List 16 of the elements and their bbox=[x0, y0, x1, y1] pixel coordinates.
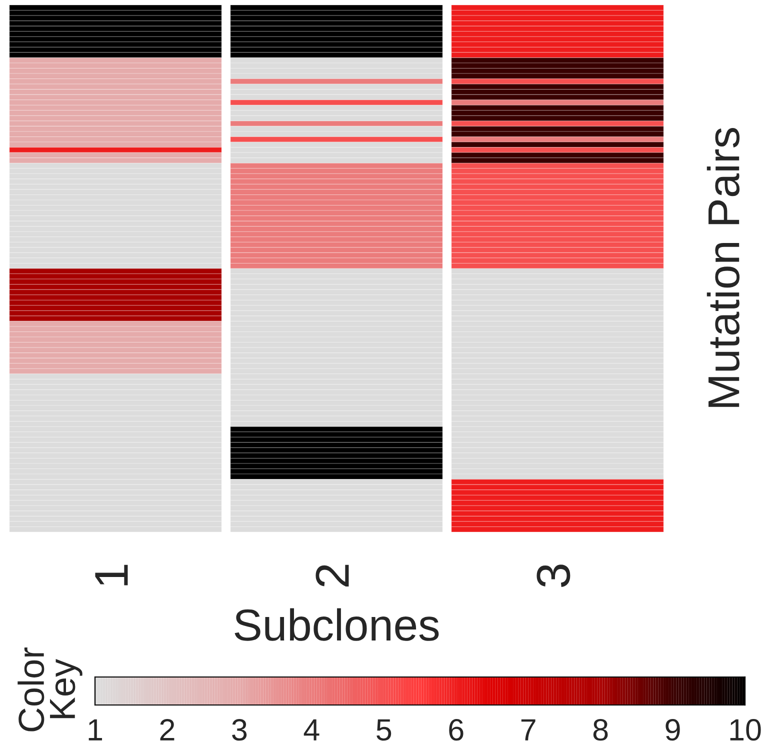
x-axis-title: Subclones bbox=[234, 608, 439, 641]
x-tick-label: 3 bbox=[536, 564, 570, 588]
color-bar-label: 6 bbox=[449, 719, 464, 741]
color-bar-label: 8 bbox=[593, 719, 608, 741]
color-bar-label: 10 bbox=[730, 719, 761, 741]
y-axis-title: Mutation Pairs bbox=[706, 128, 740, 407]
color-bar-label: 2 bbox=[160, 719, 174, 740]
x-tick-label: 1 bbox=[95, 564, 128, 586]
color-bar-label: 4 bbox=[304, 719, 320, 740]
x-tick-label: 2 bbox=[316, 564, 349, 586]
color-bar-title: Color Key bbox=[18, 647, 82, 732]
color-bar-label: 1 bbox=[88, 719, 102, 740]
color-bar-label: 3 bbox=[232, 719, 247, 741]
color-bar-label: 5 bbox=[376, 719, 392, 741]
color-bar-label: 7 bbox=[521, 719, 536, 740]
color-bar-label: 9 bbox=[666, 719, 680, 741]
